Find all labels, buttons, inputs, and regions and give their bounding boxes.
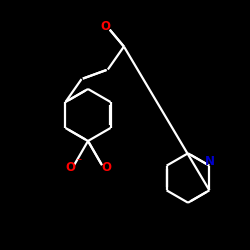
Text: ⁻: ⁻ bbox=[76, 157, 82, 167]
Text: O: O bbox=[101, 20, 111, 33]
Text: O: O bbox=[65, 161, 75, 174]
Text: N: N bbox=[204, 155, 214, 168]
Text: O: O bbox=[101, 161, 111, 174]
